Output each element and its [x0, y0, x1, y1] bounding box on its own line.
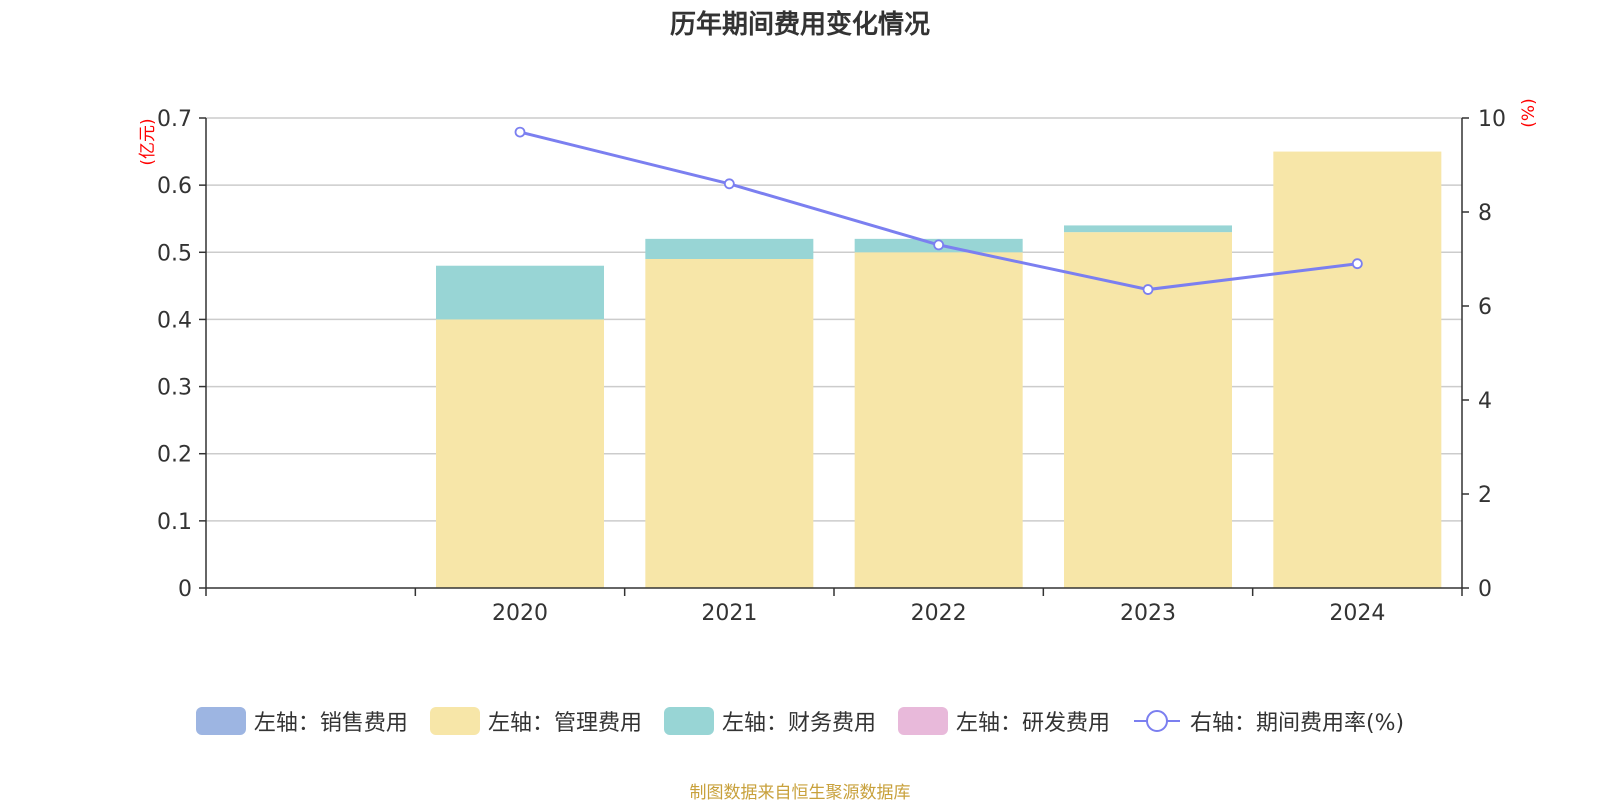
grid-lines [206, 117, 1462, 522]
legend-item[interactable]: 左轴：研发费用 [897, 705, 1110, 737]
legend-label: 左轴：管理费用 [487, 711, 642, 736]
bar-segment [645, 238, 814, 259]
bar-segment [1273, 151, 1442, 589]
right-tick-label: 2 [1478, 483, 1492, 508]
left-tick-label: 0.6 [157, 174, 192, 199]
legend: 左轴：销售费用 左轴：管理费用 左轴：财务费用 左轴：研发费用 右轴：期间费用率(%) [0, 705, 1600, 737]
legend-label: 左轴：研发费用 [955, 711, 1110, 736]
left-tick-label: 0.1 [157, 510, 192, 535]
right-tick-label: 6 [1478, 295, 1492, 320]
legend-label: 左轴：销售费用 [253, 711, 408, 736]
x-tick-label: 2021 [701, 601, 757, 626]
left-tick-label: 0.7 [157, 107, 192, 132]
x-tick-label: 2024 [1329, 601, 1385, 626]
legend-swatch [897, 707, 948, 735]
legend-item[interactable]: 左轴：管理费用 [429, 705, 642, 737]
right-tick-label: 4 [1478, 389, 1492, 414]
right-tick-label: 0 [1478, 577, 1492, 602]
rate-point [1351, 258, 1363, 270]
rate-point [514, 126, 526, 138]
bar-segment [854, 252, 1023, 589]
legend-swatch [663, 707, 714, 735]
rate-point [1142, 284, 1154, 295]
legend-item[interactable]: 右轴：期间费用率(%) [1132, 705, 1404, 737]
axes: 0 0.1 0.2 0.3 0.4 0.5 0.6 0.7 0 2 4 6 8 10 2020 2021 202… [157, 107, 1506, 626]
bar-segment [1064, 225, 1232, 233]
right-axis-label: (%) [1519, 98, 1539, 127]
x-tick-label: 2022 [911, 601, 967, 626]
x-tick-label: 2023 [1120, 601, 1176, 626]
left-tick-label: 0.3 [157, 376, 192, 401]
legend-swatch [195, 707, 246, 735]
left-tick-label: 0 [178, 577, 192, 602]
left-tick-label: 0.2 [157, 443, 192, 468]
legend-item[interactable]: 左轴：财务费用 [663, 705, 876, 737]
bar-layer [436, 151, 1442, 589]
left-tick-label: 0.5 [157, 241, 192, 266]
legend-label: 左轴：财务费用 [721, 711, 876, 736]
chart-title: 历年期间费用变化情况 [669, 10, 930, 40]
bar-segment [436, 319, 604, 588]
left-tick-label: 0.4 [157, 308, 192, 333]
bar-segment [645, 259, 814, 588]
legend-swatch [429, 707, 480, 735]
rate-point [723, 178, 735, 190]
legend-line-swatch [1133, 710, 1180, 732]
right-tick-label: 8 [1478, 201, 1492, 226]
line-series [514, 126, 1363, 295]
x-tick-label: 2020 [492, 601, 548, 626]
bar-segment [436, 265, 604, 320]
source-note: 制图数据来自恒生聚源数据库 [689, 783, 911, 803]
rate-point [933, 239, 945, 251]
left-axis-label: (亿元) [138, 118, 158, 165]
legend-label: 右轴：期间费用率(%) [1189, 711, 1405, 736]
right-tick-label: 10 [1478, 107, 1506, 132]
legend-item[interactable]: 左轴：销售费用 [195, 705, 408, 737]
